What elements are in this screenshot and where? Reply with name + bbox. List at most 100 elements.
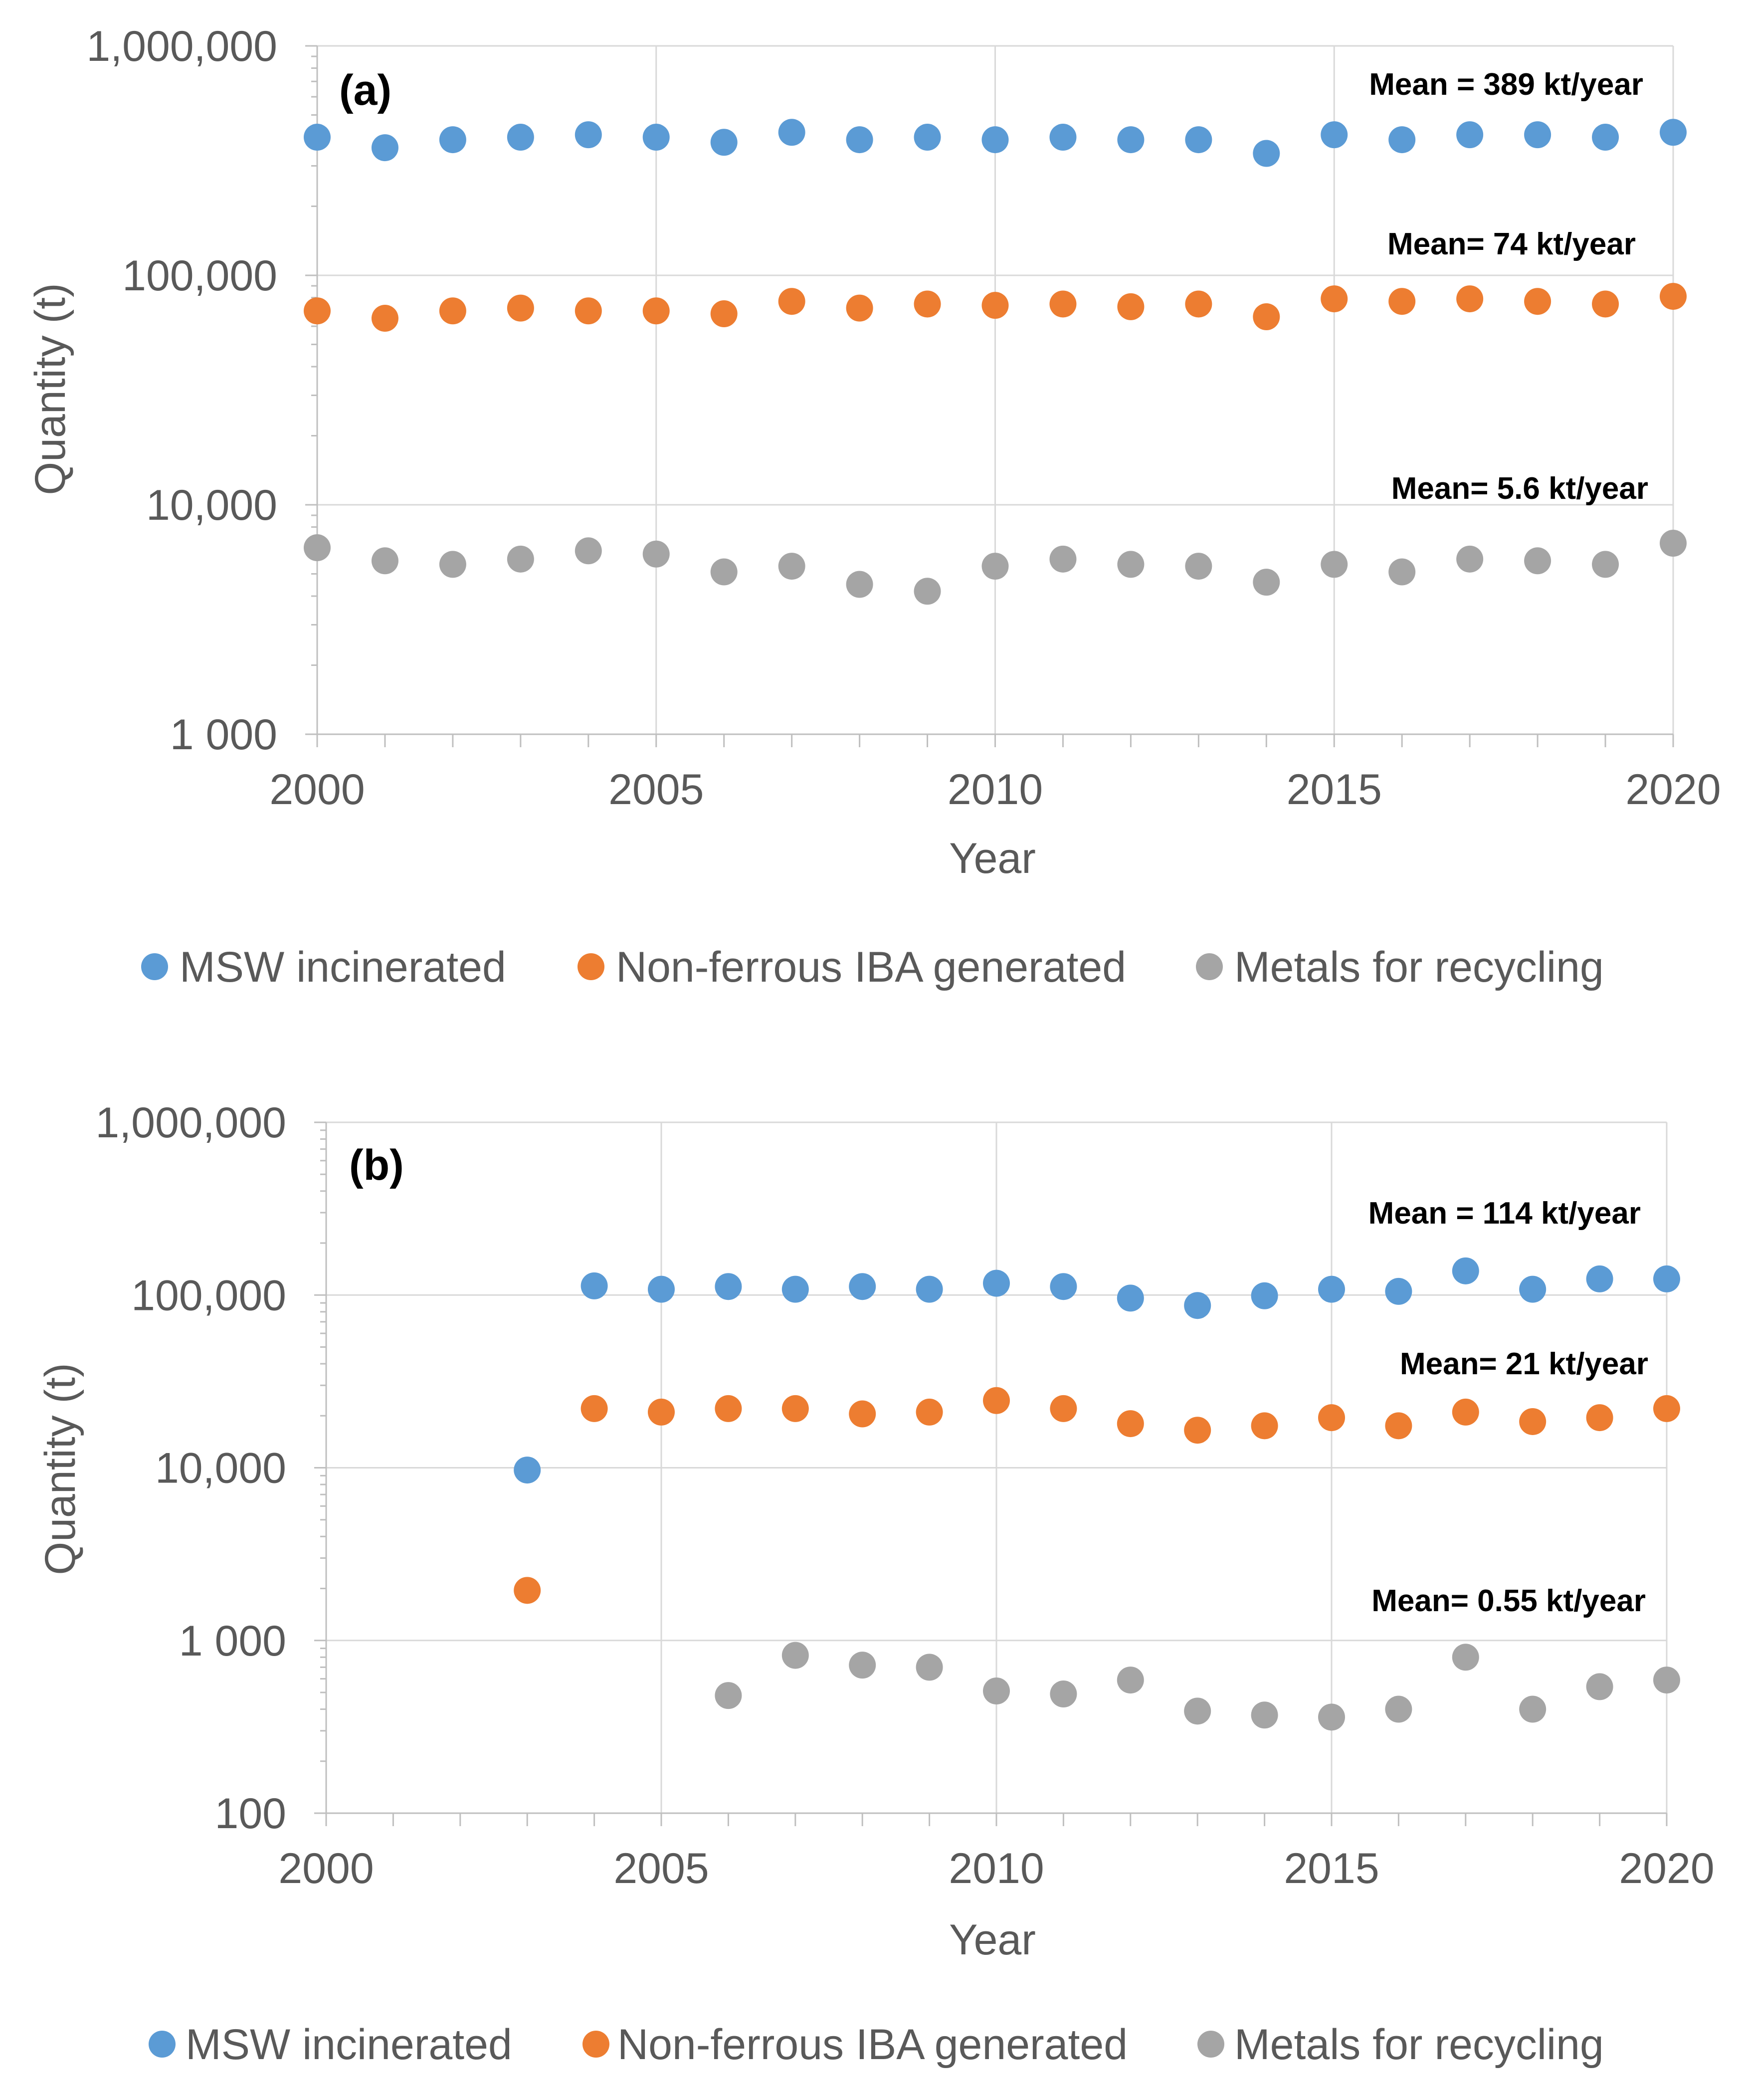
panel-a-point-iba xyxy=(914,290,941,318)
panel-b-point-msw xyxy=(916,1275,943,1303)
panel-a-point-iba xyxy=(981,292,1009,319)
panel-a-x-tick-label: 2010 xyxy=(948,766,1043,814)
panel-b-point-iba xyxy=(1184,1417,1211,1444)
panel-b-point-msw xyxy=(715,1273,742,1300)
panel-a-point-msw xyxy=(304,124,331,151)
panel-b-legend: MSW incinerated Non-ferrous IBA generate… xyxy=(149,2021,1604,2069)
panel-a-x-axis-label: Year xyxy=(949,835,1036,882)
panel-b-point-msw xyxy=(1117,1284,1144,1312)
panel-b-point-msw xyxy=(983,1269,1010,1297)
panel-a-point-metals xyxy=(1049,545,1077,573)
panel-b-point-iba xyxy=(781,1395,809,1422)
panel-b-point-metals xyxy=(1117,1667,1144,1694)
panel-a-point-metals xyxy=(1660,530,1687,557)
legend-marker-iba xyxy=(582,2031,609,2058)
panel-a-point-metals xyxy=(507,545,534,573)
panel-b-point-msw xyxy=(849,1273,876,1300)
panel-b-point-metals xyxy=(983,1678,1010,1705)
legend-marker-msw xyxy=(141,953,168,980)
panel-a-point-msw xyxy=(507,124,534,151)
panel-a-axes: 1 000 10,000 100,000 1,000,000 2000 2005 2010 2… xyxy=(86,22,1721,814)
panel-a-mean-iba: Mean= 74 kt/year xyxy=(1387,227,1636,261)
panel-a-y-tick-label: 10,000 xyxy=(146,481,277,529)
panel-b-y-axis-label: Quantity (t) xyxy=(36,1363,84,1575)
panel-a-point-msw xyxy=(710,129,738,156)
panel-a-point-iba xyxy=(846,294,873,322)
panel-b: 100 1 000 10,000 100,000 1,000,000 2000 2005 20… xyxy=(36,1099,1715,2069)
panel-a-point-metals xyxy=(304,534,331,562)
legend-label-metals: Metals for recycling xyxy=(1234,943,1604,991)
panel-b-x-axis-label: Year xyxy=(949,1916,1036,1964)
panel-a-point-metals xyxy=(642,540,670,568)
panel-b-point-iba xyxy=(849,1400,876,1428)
legend-label-msw: MSW incinerated xyxy=(180,943,506,991)
panel-b-point-iba xyxy=(580,1395,608,1422)
panel-a-point-iba xyxy=(304,297,331,325)
panel-a-point-metals xyxy=(371,547,398,575)
legend-label-iba: Non-ferrous IBA generated xyxy=(617,2021,1128,2069)
panel-b-point-iba xyxy=(983,1387,1010,1414)
panel-b-point-iba xyxy=(1251,1412,1278,1440)
panel-b-point-metals xyxy=(916,1654,943,1681)
panel-b-point-metals xyxy=(781,1642,809,1669)
panel-b-label: (b) xyxy=(349,1141,404,1189)
panel-a-point-iba xyxy=(1185,290,1212,318)
panel-b-point-iba xyxy=(1117,1410,1144,1438)
panel-a-point-metals xyxy=(575,537,602,565)
panel-a-y-tick-label: 1 000 xyxy=(170,711,277,759)
panel-a-point-iba xyxy=(1524,288,1551,315)
panel-a-point-msw xyxy=(1185,126,1212,154)
panel-b-point-iba xyxy=(1385,1412,1412,1440)
panel-a-x-tick-label: 2005 xyxy=(608,766,704,814)
panel-a-point-metals xyxy=(1456,545,1484,573)
panel-b-point-msw xyxy=(580,1272,608,1299)
panel-a-point-iba xyxy=(1253,303,1280,331)
panel-a-point-metals xyxy=(981,553,1009,580)
panel-a-point-msw xyxy=(1524,121,1551,149)
panel-a-mean-metals: Mean= 5.6 kt/year xyxy=(1391,471,1648,506)
legend-label-msw: MSW incinerated xyxy=(186,2021,512,2069)
panel-b-x-tick-label: 2005 xyxy=(613,1845,709,1892)
panel-b-x-tick-label: 2000 xyxy=(278,1845,374,1892)
panel-b-point-iba xyxy=(1653,1395,1680,1422)
panel-b-y-tick-label: 1 000 xyxy=(179,1617,286,1665)
panel-b-y-tick-label: 100,000 xyxy=(131,1271,286,1319)
panel-a-point-msw xyxy=(1660,119,1687,146)
panel-b-point-iba xyxy=(1318,1404,1345,1432)
panel-b-x-tick-label: 2020 xyxy=(1619,1845,1714,1892)
panel-a-points xyxy=(304,119,1687,605)
panel-a-mean-msw: Mean = 389 kt/year xyxy=(1369,67,1643,102)
panel-b-point-msw xyxy=(781,1275,809,1303)
panel-b-point-metals xyxy=(1318,1703,1345,1731)
panel-a-y-tick-label: 100,000 xyxy=(122,252,277,300)
panel-b-point-metals xyxy=(1385,1695,1412,1723)
panel-b-point-msw xyxy=(1318,1275,1345,1303)
panel-a-point-iba xyxy=(371,305,398,332)
panel-b-point-iba xyxy=(1519,1408,1547,1435)
panel-b-point-msw xyxy=(514,1457,541,1484)
panel-a-y-tick-label: 1,000,000 xyxy=(86,22,277,70)
panel-a-point-iba xyxy=(642,297,670,325)
legend-marker-metals xyxy=(1197,2031,1224,2058)
panel-a-point-metals xyxy=(1524,547,1551,575)
legend-label-metals: Metals for recycling xyxy=(1234,2021,1604,2069)
panel-a-point-metals xyxy=(439,551,466,578)
panel-a-x-tick-label: 2015 xyxy=(1287,766,1382,814)
panel-b-point-msw xyxy=(1452,1257,1479,1284)
panel-b-point-msw xyxy=(1050,1273,1077,1300)
panel-a-point-metals xyxy=(1117,551,1145,578)
panel-a-point-msw xyxy=(1253,140,1280,167)
panel-a-point-iba xyxy=(439,297,466,325)
panel-a-point-metals xyxy=(1388,558,1416,586)
panel-a-point-iba xyxy=(1388,288,1416,315)
panel-b-point-metals xyxy=(1251,1701,1278,1729)
panel-b-point-iba xyxy=(514,1577,541,1604)
panel-b-y-tick-label: 100 xyxy=(215,1790,287,1838)
panel-a-grid xyxy=(317,45,1674,734)
panel-b-mean-msw: Mean = 114 kt/year xyxy=(1368,1196,1641,1231)
panel-a-point-iba xyxy=(507,294,534,322)
panel-a-point-msw xyxy=(778,119,805,146)
